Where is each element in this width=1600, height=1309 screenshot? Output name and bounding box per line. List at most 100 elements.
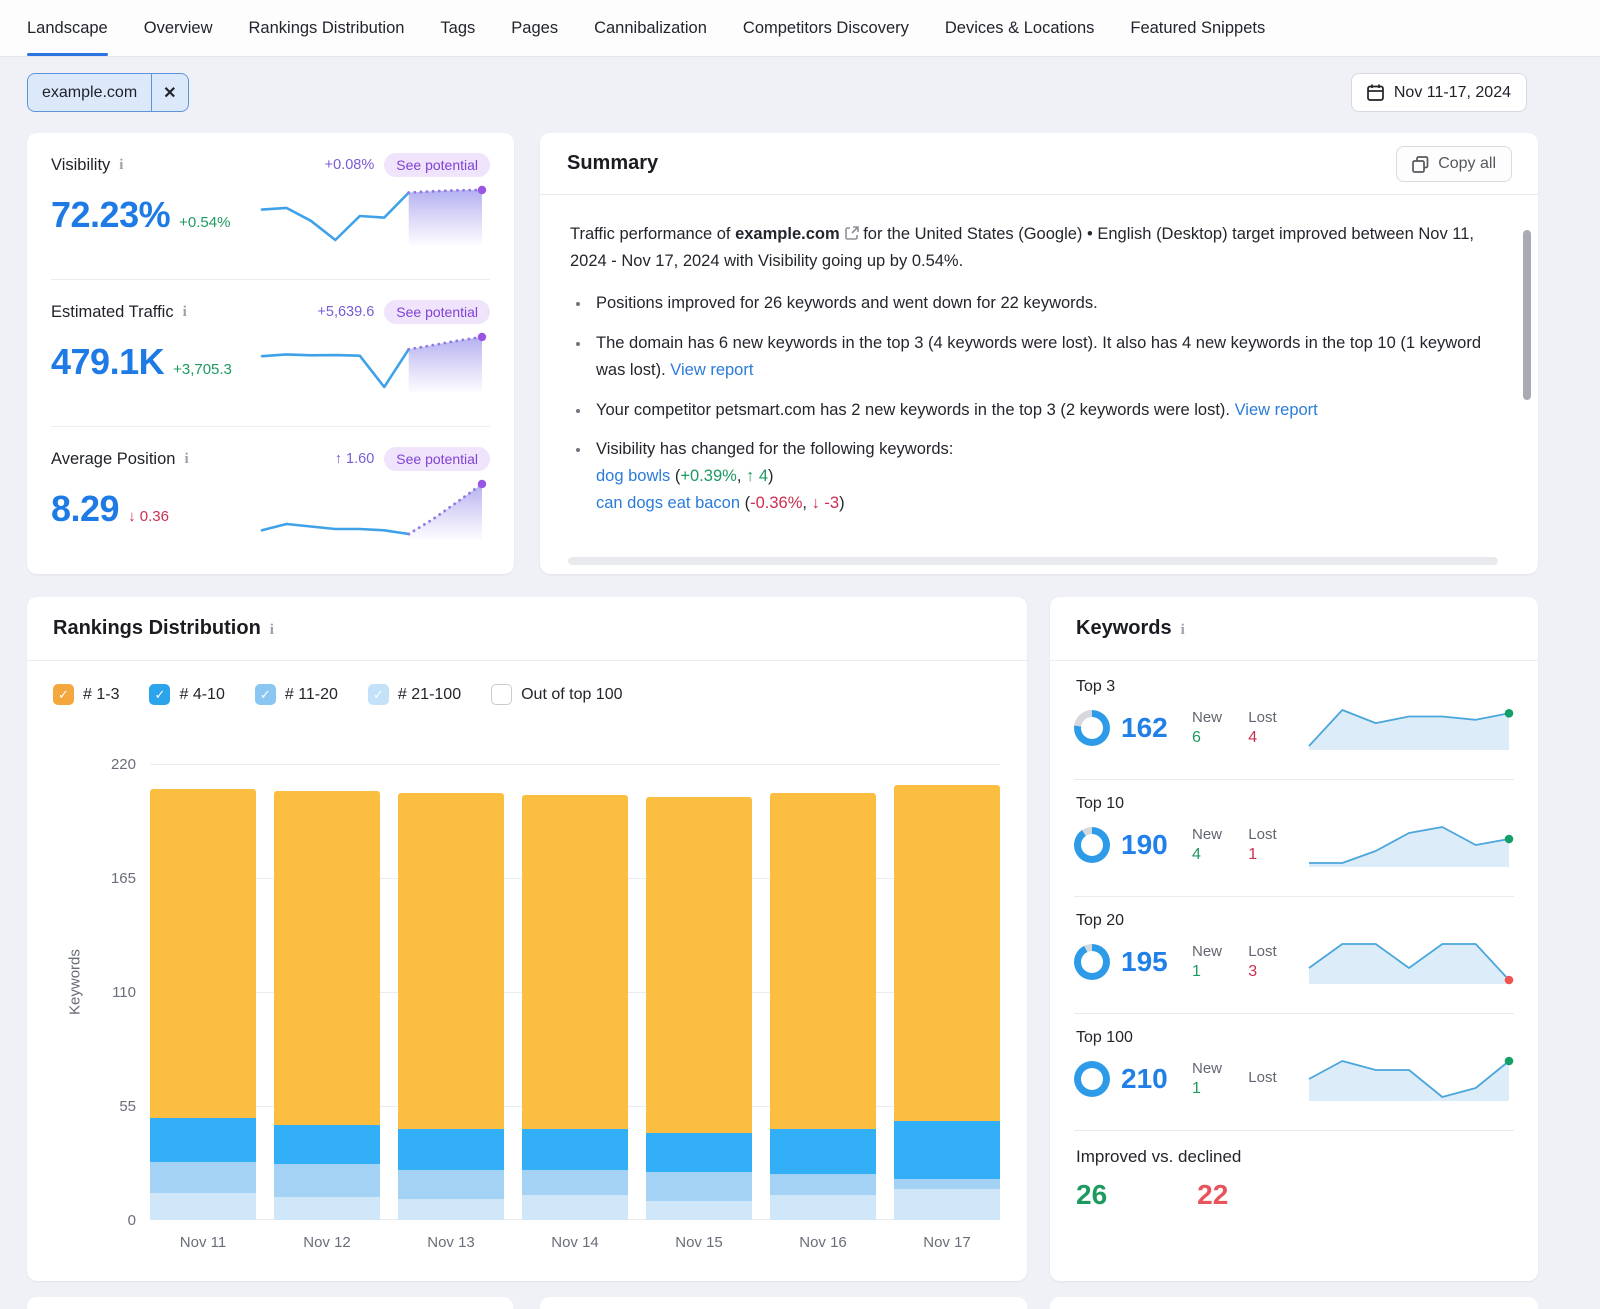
bar-segment-4-10 — [770, 1128, 876, 1175]
chip-remove-button[interactable]: ✕ — [151, 74, 187, 111]
legend-checkbox-out-of-top-100[interactable]: Out of top 100 — [491, 684, 623, 705]
bar-segment-21-100 — [894, 1188, 1000, 1220]
checked-checkbox-icon[interactable]: ✓ — [53, 684, 74, 705]
info-icon[interactable]: i — [182, 303, 187, 320]
traffic-potential-delta: +5,639.6 — [317, 304, 375, 320]
partial-card — [540, 1297, 1027, 1309]
see-potential-button[interactable]: See potential — [384, 153, 490, 177]
top-navigation: Landscape Overview Rankings Distribution Ta… — [0, 0, 1600, 57]
view-report-link[interactable]: View report — [1234, 400, 1318, 419]
tab-cannibalization[interactable]: Cannibalization — [594, 18, 707, 37]
legend-label: # 4-10 — [179, 685, 225, 703]
range-count: 210 — [1121, 1063, 1168, 1094]
bar-segment-21-100 — [398, 1199, 504, 1220]
legend-checkbox-11-20[interactable]: ✓ # 11-20 — [254, 684, 338, 705]
view-report-link[interactable]: View report — [670, 360, 754, 379]
range-label: Top 10 — [1076, 795, 1125, 812]
info-icon[interactable]: i — [184, 450, 189, 467]
info-icon[interactable]: i — [269, 622, 274, 638]
checked-checkbox-icon[interactable]: ✓ — [149, 684, 171, 705]
bar-segment-11-20 — [894, 1178, 1000, 1189]
bar-nov-13[interactable] — [398, 793, 504, 1220]
average-position-metric: Average Position i ↑ 1.60 See potential … — [27, 427, 514, 573]
copy-all-button[interactable]: Copy all — [1396, 146, 1512, 182]
tab-pages[interactable]: Pages — [511, 18, 559, 37]
keyword-link[interactable]: dog bowls — [596, 467, 671, 486]
bar-segment-11-20 — [398, 1170, 504, 1200]
bar-segment-1-3 — [274, 790, 380, 1125]
bar-nov-11[interactable] — [150, 788, 256, 1220]
see-potential-button[interactable]: See potential — [384, 447, 490, 471]
title-text: Rankings Distribution — [53, 617, 261, 639]
date-range-picker[interactable]: Nov 11-17, 2024 — [1350, 73, 1527, 112]
tab-overview[interactable]: Overview — [143, 18, 213, 37]
rankings-header: Rankings Distribution i — [27, 597, 1027, 661]
unchecked-checkbox-icon[interactable] — [491, 684, 513, 705]
target-filter-chip[interactable]: example.com ✕ — [27, 73, 189, 112]
x-tick-label: Nov 14 — [551, 1234, 599, 1251]
tab-tags[interactable]: Tags — [440, 18, 476, 37]
bar-segment-21-100 — [274, 1197, 380, 1220]
bar-nov-12[interactable] — [274, 790, 380, 1220]
tab-devices-locations[interactable]: Devices & Locations — [944, 18, 1095, 37]
y-axis-label: Keywords — [66, 949, 84, 1015]
new-label: New — [1192, 826, 1223, 843]
improved-vs-declined: Improved vs. declined 26 22 — [1050, 1131, 1538, 1211]
legend-label: # 1-3 — [83, 685, 120, 703]
keyword-change-value: -0.36% — [750, 493, 803, 512]
visibility-title: Visibility — [51, 155, 111, 174]
external-link-icon[interactable] — [844, 226, 859, 240]
x-tick-label: Nov 16 — [799, 1234, 847, 1251]
improved-declined-gauge — [1120, 1179, 1184, 1211]
info-icon[interactable]: i — [119, 156, 124, 173]
bar-segment-11-20 — [646, 1172, 752, 1202]
tab-competitors-discovery[interactable]: Competitors Discovery — [742, 18, 909, 37]
partial-card — [27, 1297, 513, 1309]
legend-checkbox-1-3[interactable]: ✓ # 1-3 — [53, 684, 119, 705]
improved-count: 26 — [1076, 1179, 1108, 1210]
improved-declined-label: Improved vs. declined — [1076, 1147, 1242, 1166]
keywords-card: Keywords i Top 3 162 New 6 Lost 4 Top 10 19… — [1050, 597, 1538, 1281]
bar-segment-1-3 — [646, 797, 752, 1133]
range-label: Top 100 — [1076, 1029, 1133, 1046]
keyword-range-row-top-10: Top 10 190 New 4 Lost 1 — [1074, 780, 1514, 897]
keyword-range-rows: Top 3 162 New 6 Lost 4 Top 10 190 New 4 Los… — [1050, 663, 1538, 1131]
x-tick-label: Nov 17 — [923, 1234, 971, 1251]
legend-label: # 11-20 — [284, 685, 338, 703]
range-sparkline — [1307, 709, 1513, 750]
keyword-change-value: +0.39% — [680, 467, 737, 486]
bar-segment-4-10 — [894, 1120, 1000, 1179]
info-icon[interactable]: i — [1180, 622, 1185, 638]
keywords-title: Keywords i — [1076, 617, 1185, 640]
y-tick-label: 55 — [119, 1098, 136, 1115]
visibility-value: 72.23% — [51, 194, 171, 235]
summary-horizontal-scrollbar[interactable] — [568, 557, 1498, 565]
summary-vertical-scrollbar[interactable] — [1523, 230, 1531, 400]
tab-featured-snippets[interactable]: Featured Snippets — [1130, 18, 1266, 37]
x-tick-label: Nov 15 — [675, 1234, 723, 1251]
legend-checkbox-4-10[interactable]: ✓ # 4-10 — [149, 684, 225, 705]
bar-nov-17[interactable] — [894, 784, 1000, 1220]
calendar-icon — [1367, 84, 1384, 101]
traffic-value: 479.1K — [51, 341, 165, 382]
range-label: Top 20 — [1076, 912, 1125, 929]
bar-nov-16[interactable] — [770, 793, 876, 1220]
new-count: 6 — [1192, 729, 1201, 746]
see-potential-button[interactable]: See potential — [384, 300, 490, 324]
bar-segment-11-20 — [770, 1174, 876, 1196]
bar-segment-4-10 — [522, 1128, 628, 1171]
y-tick-label: 0 — [127, 1212, 136, 1229]
checked-checkbox-icon[interactable]: ✓ — [367, 684, 389, 705]
keyword-link[interactable]: can dogs eat bacon — [596, 493, 741, 512]
legend-checkbox-21-100[interactable]: ✓ # 21-100 — [367, 684, 461, 705]
bar-segment-21-100 — [522, 1195, 628, 1220]
bar-nov-15[interactable] — [646, 797, 752, 1220]
bar-nov-14[interactable] — [522, 795, 628, 1220]
checked-checkbox-icon[interactable]: ✓ — [254, 684, 276, 705]
summary-header: Summary Copy all — [540, 133, 1538, 195]
tab-rankings-distribution[interactable]: Rankings Distribution — [248, 18, 405, 37]
range-donut — [1074, 827, 1110, 863]
visibility-potential-delta: +0.08% — [324, 157, 375, 173]
tab-landscape[interactable]: Landscape — [27, 0, 108, 56]
